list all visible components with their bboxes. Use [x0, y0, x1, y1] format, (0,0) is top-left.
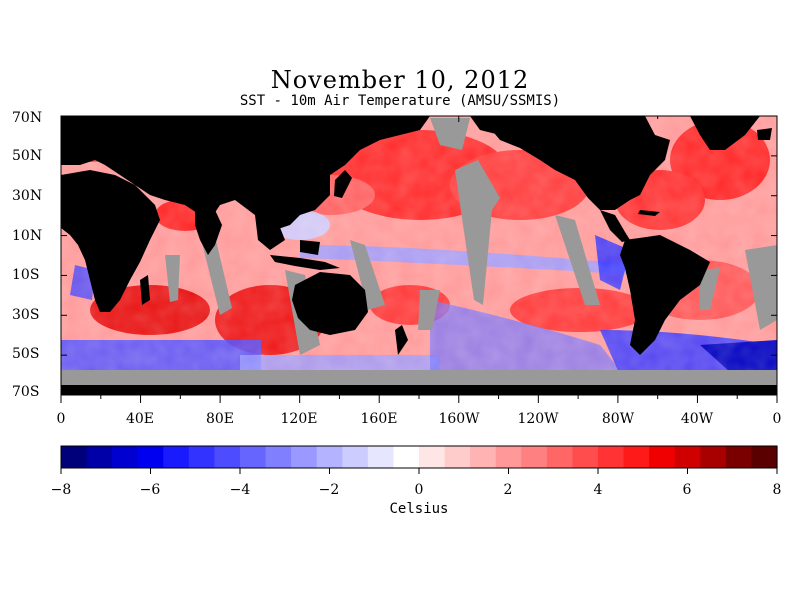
lon-label-80e: 80E — [205, 411, 235, 427]
map-field — [61, 116, 777, 395]
lat-label-70s: 70S — [12, 384, 40, 400]
colorbar-tick-label: −6 — [139, 482, 161, 498]
colorbar-segment — [521, 446, 548, 468]
map-subtitle: SST - 10m Air Temperature (AMSU/SSMIS) — [239, 93, 561, 109]
lon-label-0: 0 — [56, 411, 66, 427]
colorbar-tick-label: 4 — [593, 482, 603, 498]
lon-label-0-east: 0 — [772, 411, 782, 427]
colorbar-ticks — [60, 468, 778, 474]
lat-label-50s: 50S — [12, 346, 40, 362]
lat-label-10n: 10N — [12, 228, 43, 244]
colorbar-tick-label: 6 — [682, 482, 692, 498]
colorbar-segment — [725, 446, 753, 468]
lon-label-160w: 160W — [438, 411, 480, 427]
colorbar-segment — [495, 446, 522, 468]
longitude-ticks — [60, 116, 778, 403]
lat-label-30s: 30S — [12, 307, 40, 323]
colorbar-segment — [367, 446, 395, 468]
colorbar-tick-label: −2 — [318, 482, 340, 498]
lon-label-120e: 120E — [280, 411, 318, 427]
lat-label-50n: 50N — [12, 148, 43, 164]
latitude-ticks — [61, 115, 777, 396]
lat-label-30n: 30N — [12, 188, 43, 204]
colorbar-segment — [674, 446, 701, 468]
colorbar-segment — [163, 446, 190, 468]
lat-label-70n: 70N — [12, 110, 43, 126]
lon-label-120w: 120W — [517, 411, 559, 427]
colorbar-tick-label: −4 — [229, 482, 251, 498]
colorbar-unit-label: Celsius — [389, 501, 449, 517]
lon-label-160e: 160E — [360, 411, 398, 427]
map-title: November 10, 2012 — [270, 66, 530, 94]
colorbar-segment — [137, 446, 164, 468]
colorbar-segment — [470, 446, 497, 468]
land-masses — [61, 116, 777, 395]
lon-label-80w: 80W — [601, 411, 635, 427]
colorbar-segment — [444, 446, 471, 468]
colorbar-segment — [649, 446, 676, 468]
colorbar-segment — [86, 446, 113, 468]
colorbar-segment — [214, 446, 241, 468]
colorbar-segment — [393, 446, 420, 468]
colorbar-segment — [291, 446, 318, 468]
lat-label-10s: 10S — [12, 267, 40, 283]
colorbar-segment — [188, 446, 216, 468]
lon-label-40e: 40E — [125, 411, 155, 427]
colorbar-tick-label: −8 — [50, 482, 72, 498]
colorbar-segment — [598, 446, 625, 468]
lon-label-40w: 40W — [680, 411, 714, 427]
colorbar-segment — [572, 446, 599, 468]
colorbar-tick-label: 0 — [414, 482, 424, 498]
colorbar-segment — [419, 446, 446, 468]
colorbar-segment — [546, 446, 574, 468]
colorbar-segment — [316, 446, 343, 468]
colorbar-tick-label: 2 — [503, 482, 513, 498]
colorbar-segment — [700, 446, 727, 468]
colorbar-tick-label: 8 — [772, 482, 782, 498]
colorbar-segment — [112, 446, 139, 468]
colorbar-segment — [751, 446, 778, 468]
colorbar-segment — [240, 446, 267, 468]
colorbar — [61, 446, 778, 468]
colorbar-segment — [265, 446, 292, 468]
colorbar-segment — [623, 446, 650, 468]
colorbar-segment — [61, 446, 88, 468]
colorbar-segment — [342, 446, 369, 468]
